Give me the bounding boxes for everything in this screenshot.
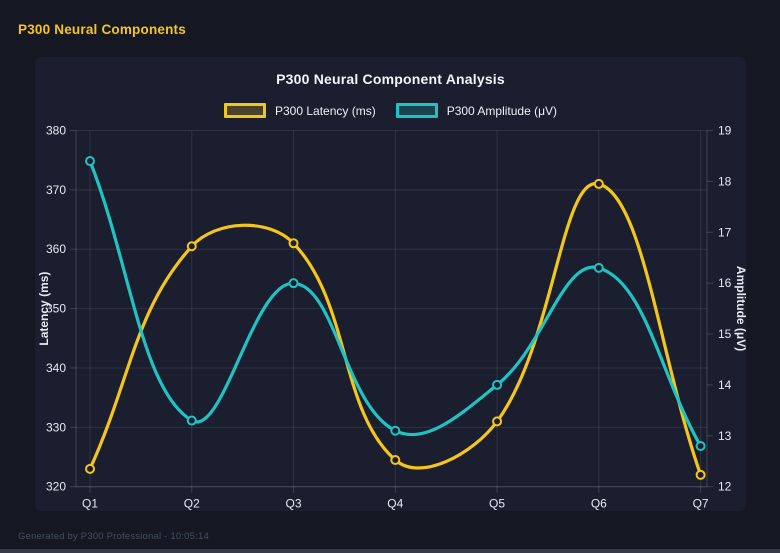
y-right-tick-label: 13 [718, 429, 732, 443]
legend-swatch-icon [223, 103, 266, 118]
y-left-tick-label: 380 [46, 124, 66, 138]
data-point-0-Q4[interactable] [390, 454, 401, 465]
data-point-0-Q5[interactable] [492, 416, 503, 427]
y-left-tick-label: 320 [46, 480, 66, 494]
legend-swatch-icon [395, 103, 438, 118]
x-tick-label: Q4 [387, 497, 403, 511]
y-left-tick-label: 350 [46, 302, 66, 316]
data-point-1-Q3[interactable] [288, 278, 299, 289]
x-tick-label: Q1 [82, 497, 98, 511]
y-axis-left-title: Latency (ms) [37, 272, 51, 346]
x-tick-label: Q6 [591, 497, 607, 511]
y-left-tick-label: 360 [46, 242, 66, 256]
footer-text: Generated by P300 Professional - 10:05:1… [18, 531, 209, 542]
chart-legend: P300 Latency (ms) P300 Amplitude (μV) [35, 103, 746, 118]
legend-item-0[interactable]: P300 Latency (ms) [223, 103, 376, 118]
y-left-tick-label: 370 [46, 183, 66, 197]
legend-label: P300 Latency (ms) [274, 103, 376, 118]
x-tick-label: Q5 [489, 497, 505, 511]
data-point-0-Q7[interactable] [695, 469, 706, 480]
y-left-tick-label: 340 [46, 361, 66, 375]
chart-panel: P300 Neural Component Analysis P300 Late… [35, 57, 746, 511]
legend-item-1[interactable]: P300 Amplitude (μV) [395, 103, 558, 118]
data-point-1-Q4[interactable] [390, 425, 401, 436]
page-title: P300 Neural Components [18, 22, 186, 37]
data-point-0-Q6[interactable] [593, 178, 604, 189]
x-tick-label: Q7 [693, 497, 709, 511]
data-point-1-Q5[interactable] [492, 379, 503, 390]
y-right-tick-label: 17 [718, 225, 732, 239]
x-tick-label: Q2 [184, 497, 200, 511]
y-axis-right-title: Amplitude (μV) [734, 266, 746, 351]
y-right-tick-label: 18 [718, 174, 732, 188]
x-tick-label: Q3 [286, 497, 302, 511]
data-point-1-Q2[interactable] [186, 415, 197, 426]
data-point-1-Q6[interactable] [593, 262, 604, 273]
y-left-tick-label: 330 [46, 420, 66, 434]
data-point-1-Q1[interactable] [85, 156, 95, 167]
data-point-0-Q1[interactable] [85, 463, 95, 474]
scrollbar-strip [0, 549, 780, 553]
y-right-tick-label: 12 [718, 480, 732, 494]
data-point-0-Q3[interactable] [288, 238, 299, 249]
y-right-tick-label: 14 [718, 378, 732, 392]
y-right-tick-label: 16 [718, 276, 732, 290]
data-point-0-Q2[interactable] [186, 241, 197, 252]
y-right-tick-label: 15 [718, 327, 732, 341]
legend-label: P300 Amplitude (μV) [446, 103, 558, 118]
chart-title: P300 Neural Component Analysis [276, 71, 505, 87]
line-chart: 320 330 340 350 360 370 380 12 13 14 15 16 17 18 19 Q1 Q… [37, 124, 746, 511]
data-point-1-Q7[interactable] [695, 440, 706, 451]
y-right-tick-label: 19 [718, 124, 732, 138]
